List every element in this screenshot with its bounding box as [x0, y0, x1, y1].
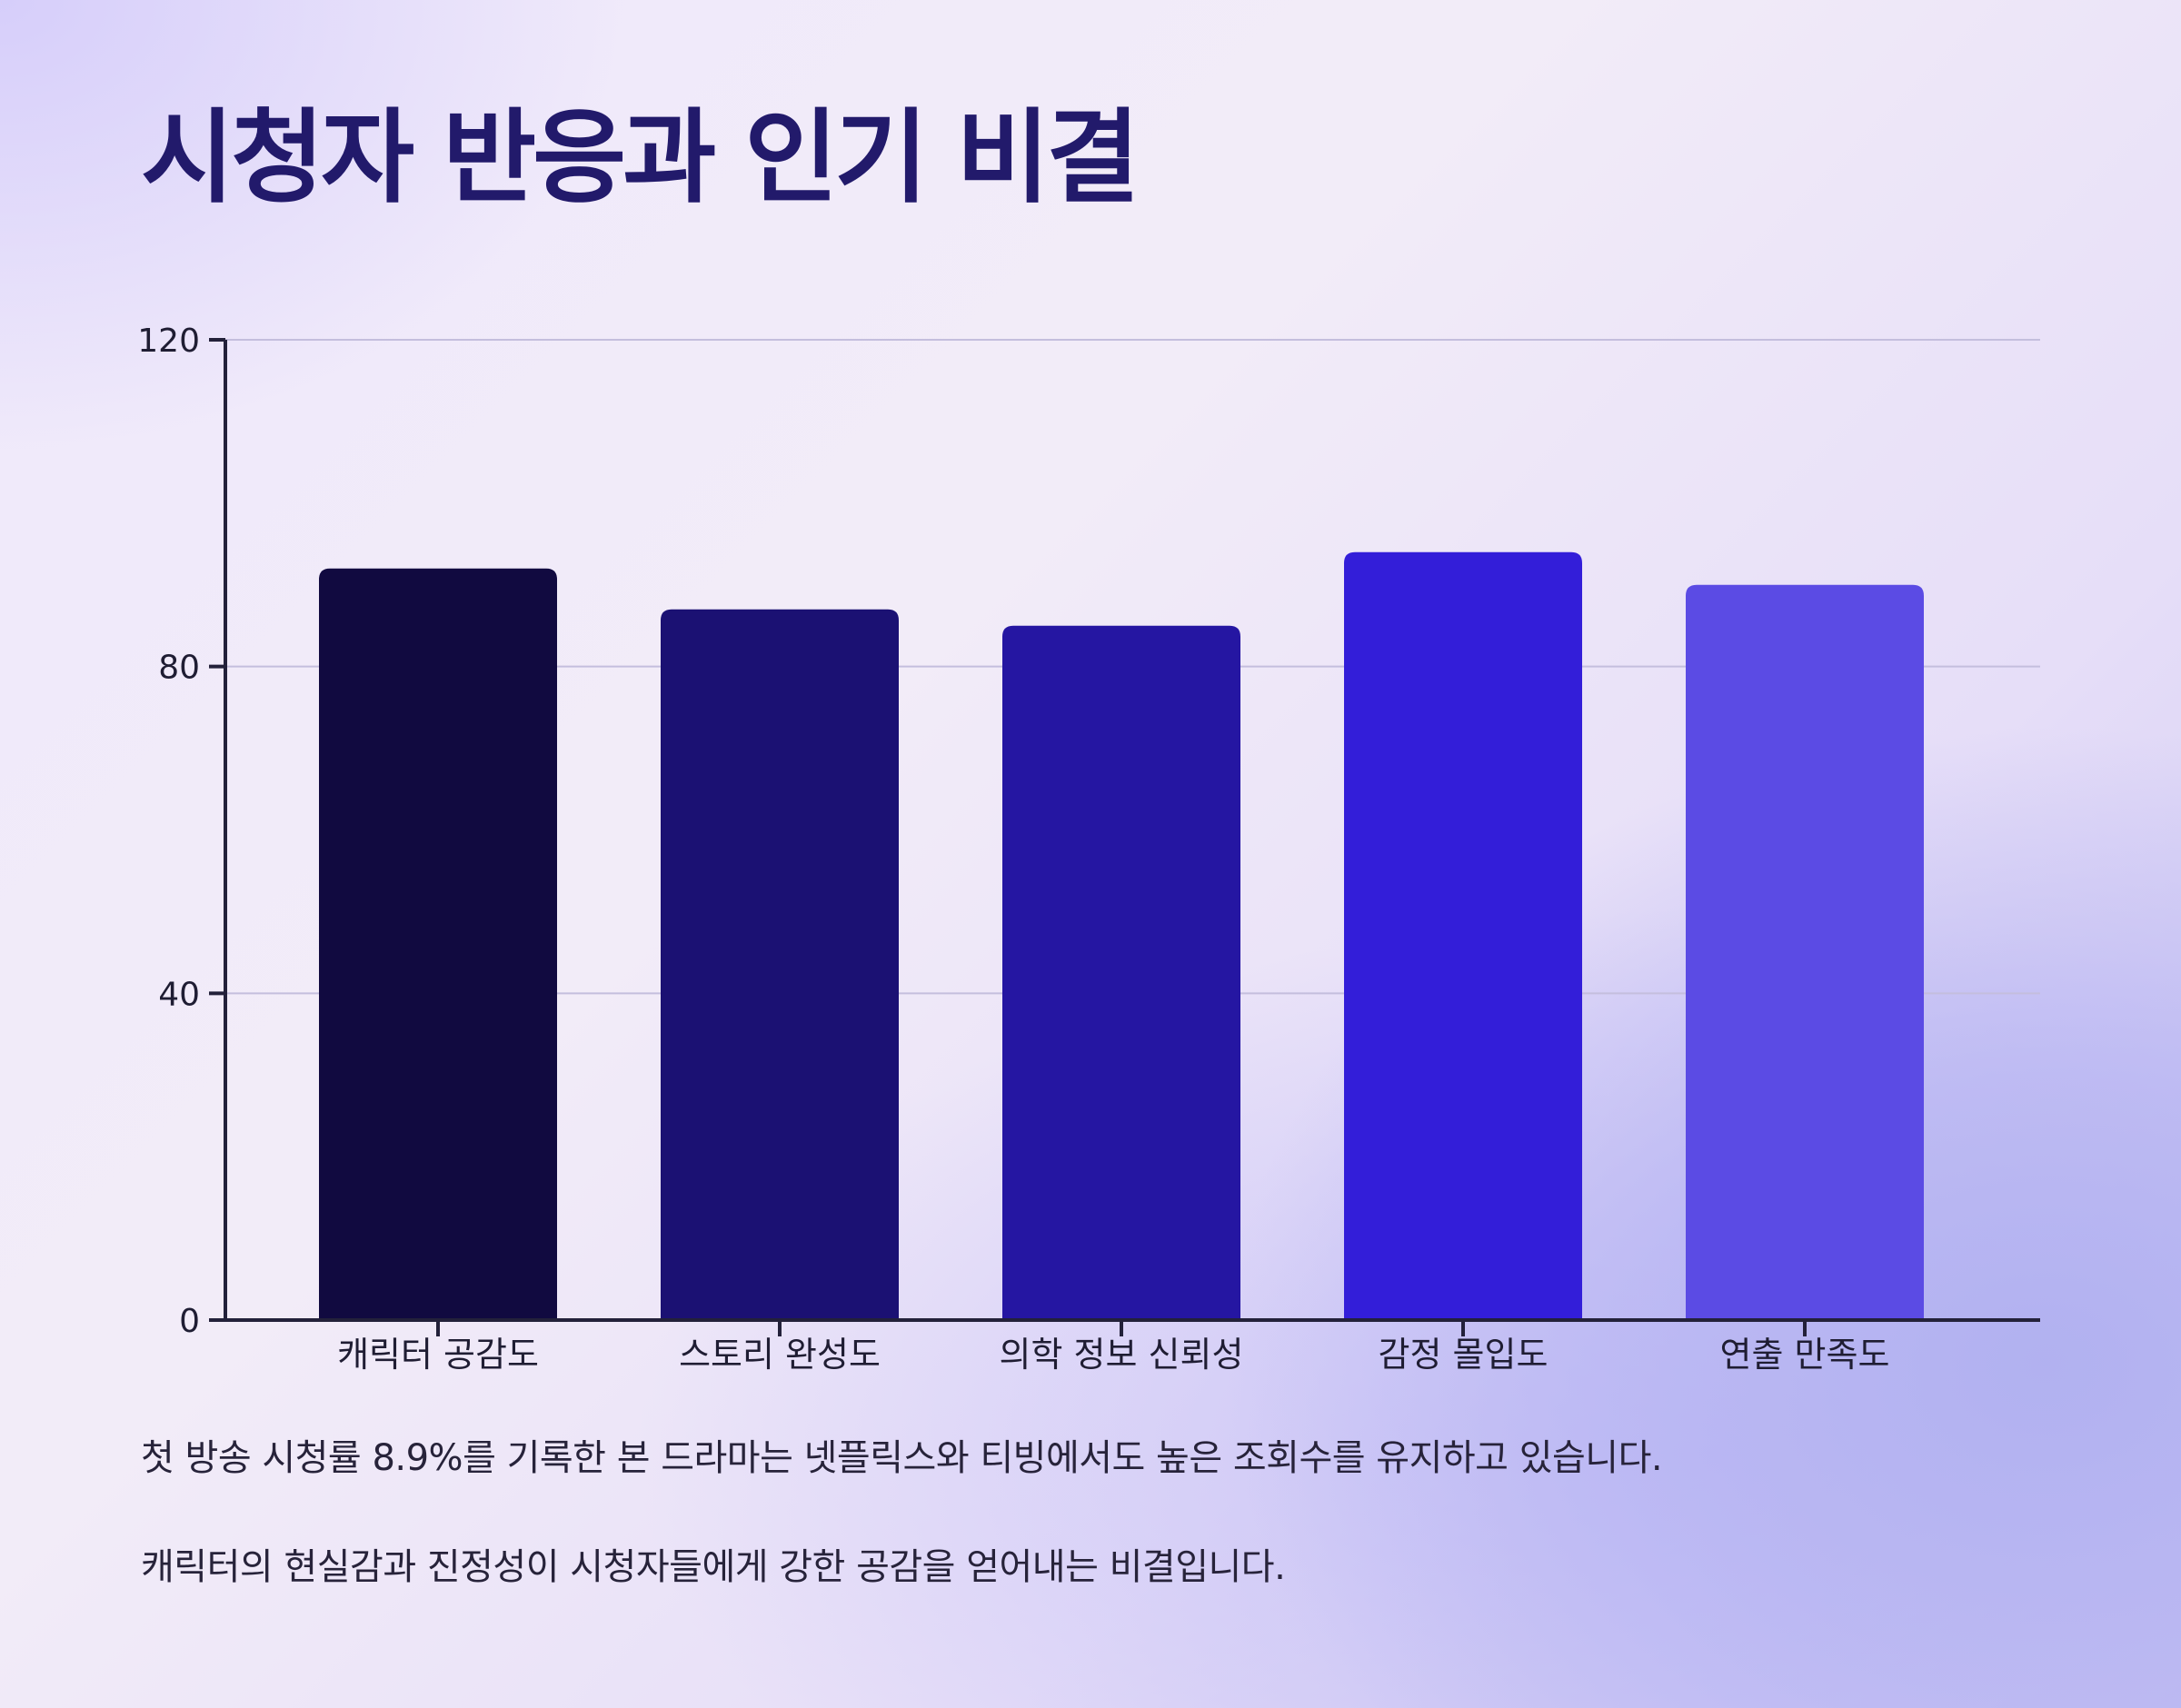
caption-line-1: 첫 방송 시청률 8.9%를 기록한 본 드라마는 넷플릭스와 티빙에서도 높은…	[141, 1437, 1663, 1479]
axes	[209, 338, 2040, 1336]
bar-chart: 0 40 80 120 캐릭터 공감도 스토리 완성도 의학 정보 신뢰성 감정 몰입도 연출 …	[137, 323, 2040, 1375]
page-title: 시청자 반응과 인기 비결	[141, 99, 1140, 217]
y-tick-label: 120	[137, 323, 200, 360]
bar-1	[319, 568, 557, 1320]
x-tick-label: 캐릭터 공감도	[337, 1335, 539, 1375]
bar-2	[661, 609, 899, 1320]
x-tick-label: 의학 정보 신뢰성	[1000, 1335, 1244, 1375]
caption-line-2: 캐릭터의 현실감과 진정성이 시청자들에게 강한 공감을 얻어내는 비결입니다.	[141, 1546, 1286, 1588]
x-tick-label: 스토리 완성도	[679, 1335, 881, 1375]
x-tick-label: 감정 몰입도	[1379, 1335, 1549, 1375]
bar-3	[1002, 625, 1240, 1320]
bar-5	[1686, 584, 1924, 1320]
bars	[319, 551, 1924, 1320]
x-tick-label: 연출 만족도	[1720, 1335, 1890, 1375]
bar-4	[1344, 551, 1582, 1320]
y-tick-label: 80	[158, 650, 200, 687]
y-tick-label: 40	[158, 976, 200, 1013]
y-tick-label: 0	[179, 1303, 200, 1340]
axis-labels: 0 40 80 120 캐릭터 공감도 스토리 완성도 의학 정보 신뢰성 감정 몰입도 연출 …	[137, 323, 1889, 1375]
